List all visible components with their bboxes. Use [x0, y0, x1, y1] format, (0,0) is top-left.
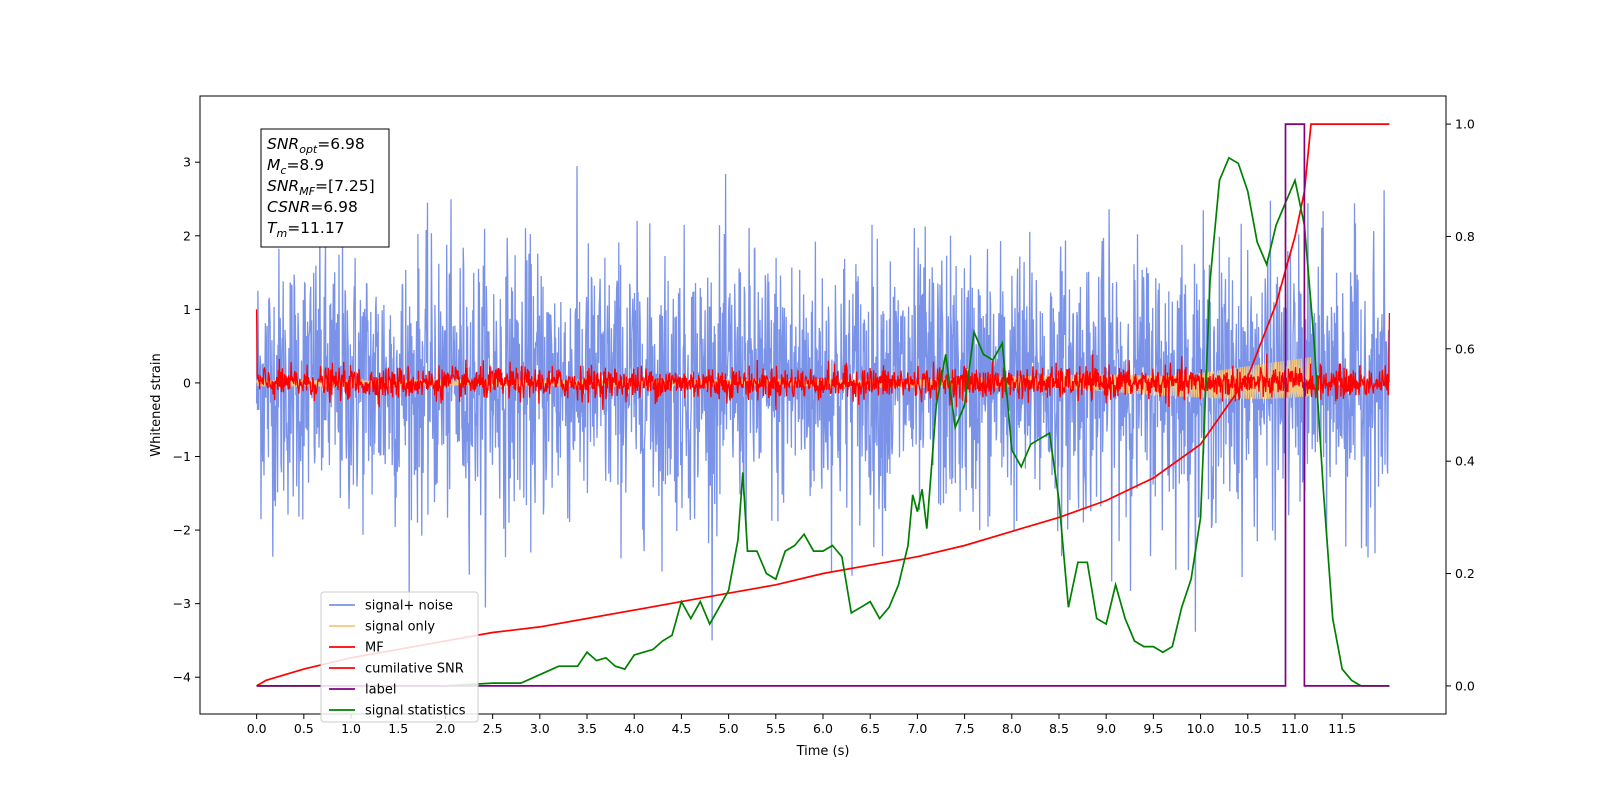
- series-mf: [255, 309, 1391, 411]
- x-tick-label: 8.0: [1002, 721, 1022, 736]
- x-tick-label: 10.5: [1234, 721, 1262, 736]
- y-tick-label: 1: [183, 302, 191, 317]
- x-tick-label: 9.5: [1143, 721, 1163, 736]
- y-tick-label: −4: [173, 670, 191, 685]
- x-tick-label: 7.5: [955, 721, 975, 736]
- x-tick-label: 5.0: [719, 721, 739, 736]
- x-tick-label: 6.0: [813, 721, 833, 736]
- y2-tick-label: 0.4: [1455, 454, 1475, 469]
- annotation-line: Tm=11.17: [267, 219, 345, 240]
- legend-entry: signal only: [365, 620, 435, 635]
- y-tick-label: 0: [183, 375, 191, 390]
- y-tick-label: 2: [183, 228, 191, 243]
- legend-entry: signal+ noise: [365, 599, 453, 614]
- x-tick-label: 11.0: [1281, 721, 1309, 736]
- x-tick-label: 6.5: [860, 721, 880, 736]
- annotation-line: SNRopt=6.98: [267, 135, 365, 156]
- x-tick-label: 11.5: [1328, 721, 1356, 736]
- annotation-line: CSNR=6.98: [267, 198, 358, 216]
- y-tick-label: −2: [173, 523, 191, 538]
- legend-entry: MF: [365, 641, 384, 656]
- series-signal-noise: [255, 166, 1391, 641]
- x-tick-label: 4.5: [671, 721, 691, 736]
- legend-frame: [320, 591, 479, 723]
- series-label: [256, 123, 1390, 687]
- y2-tick-label: 0.2: [1455, 566, 1475, 581]
- y2-tick-label: 0.0: [1455, 678, 1475, 693]
- x-tick-label: 3.5: [577, 721, 597, 736]
- y-axis-label: Whitened strain: [149, 353, 164, 456]
- x-tick-label: 7.0: [907, 721, 927, 736]
- x-tick-label: 0.0: [247, 721, 267, 736]
- x-tick-label: 5.5: [766, 721, 786, 736]
- legend-entry: signal statistics: [365, 704, 466, 719]
- annotation-line: Mc=8.9: [267, 156, 324, 177]
- x-tick-label: 10.0: [1187, 721, 1215, 736]
- legend: signal+ noise signal only MF cumilative SNR…: [320, 591, 479, 723]
- annotation-line: SNRMF=[7.25]: [267, 177, 375, 198]
- x-tick-label: 8.5: [1049, 721, 1069, 736]
- x-tick-label: 9.0: [1096, 721, 1116, 736]
- annotation-frame: [260, 128, 390, 248]
- y2-tick-label: 1.0: [1455, 117, 1475, 132]
- axes: 0.0 0.5 1.0 1.5 2.0 2.5 3.0 3.5 4.0 4.5 5.0 5.5 6.0 6…: [149, 95, 1475, 759]
- y2-tick-label: 0.6: [1455, 341, 1475, 356]
- legend-entry: label: [365, 683, 396, 698]
- series-signal-statistics: [256, 156, 1390, 687]
- legend-entry: cumilative SNR: [365, 662, 464, 677]
- y-tick-label: −1: [173, 449, 191, 464]
- x-tick-label: 2.0: [435, 721, 455, 736]
- y-tick-label: 3: [183, 155, 191, 170]
- x-tick-label: 3.0: [530, 721, 550, 736]
- x-tick-label: 1.0: [341, 721, 361, 736]
- x-tick-label: 4.0: [624, 721, 644, 736]
- y2-tick-label: 0.8: [1455, 229, 1475, 244]
- x-tick-label: 0.5: [294, 721, 314, 736]
- x-tick-label: 2.5: [483, 721, 503, 736]
- x-tick-label: 1.5: [388, 721, 408, 736]
- y-tick-label: −3: [173, 596, 191, 611]
- x-axis-label: Time (s): [796, 744, 850, 759]
